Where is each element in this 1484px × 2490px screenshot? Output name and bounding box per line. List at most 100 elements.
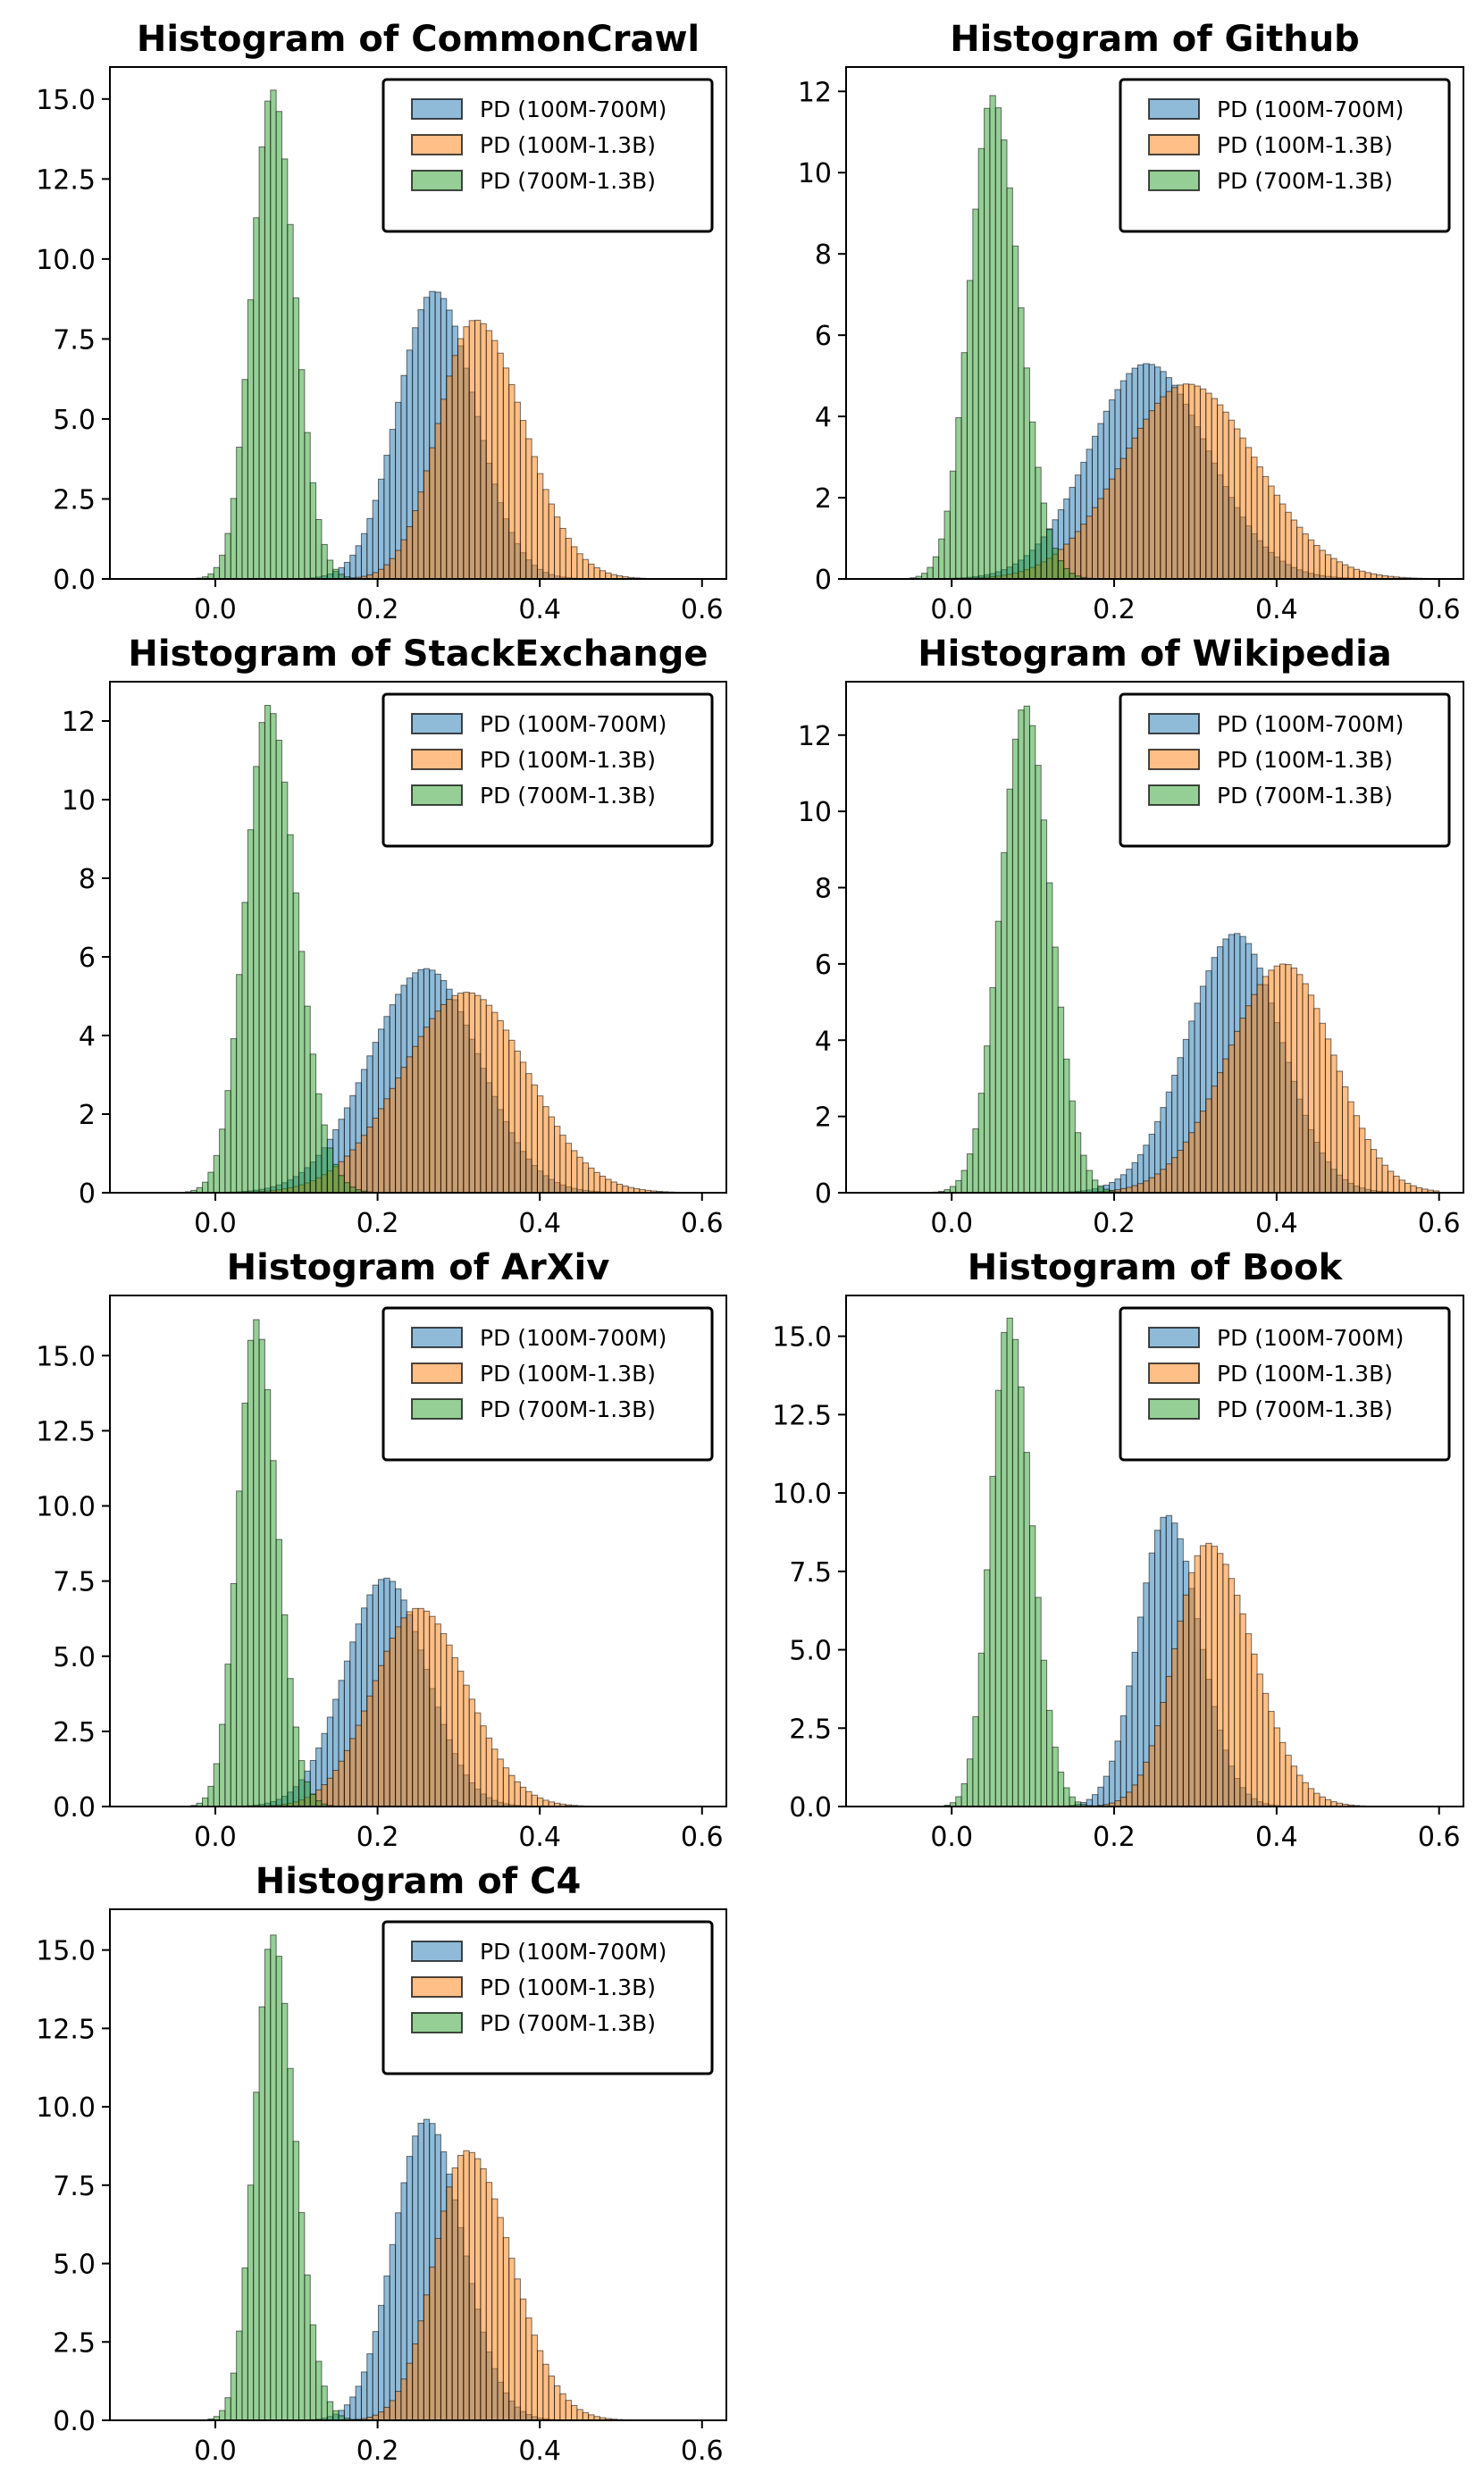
histogram-bar bbox=[1262, 475, 1270, 580]
histogram-bar bbox=[1103, 488, 1111, 580]
histogram-bar bbox=[230, 498, 238, 580]
y-tick-label: 8 bbox=[815, 239, 832, 271]
histogram-bar bbox=[298, 1760, 306, 1807]
legend-label: PD (100M-1.3B) bbox=[480, 1974, 656, 2000]
histogram-bar bbox=[1251, 1653, 1258, 1807]
legend-label: PD (700M-1.3B) bbox=[480, 168, 656, 194]
histogram-bar bbox=[508, 1039, 516, 1194]
histogram-bar bbox=[926, 566, 934, 580]
histogram-bar bbox=[955, 417, 962, 580]
histogram-bar bbox=[1171, 1647, 1178, 1807]
histogram-bar bbox=[315, 2360, 323, 2421]
histogram-bar bbox=[536, 2350, 544, 2421]
histogram-bar bbox=[440, 2210, 448, 2421]
histogram-bar bbox=[457, 993, 465, 1194]
histogram-bar bbox=[451, 2167, 458, 2421]
histogram-bar bbox=[1109, 478, 1116, 580]
histogram-bar bbox=[1052, 946, 1059, 1194]
histogram-bar bbox=[599, 1175, 607, 1194]
x-tick-label: 0.0 bbox=[194, 2436, 237, 2467]
histogram-bar bbox=[554, 516, 561, 580]
histogram-bar bbox=[1342, 564, 1349, 580]
histogram-bar bbox=[1290, 1765, 1298, 1807]
histogram-bar bbox=[230, 1038, 238, 1194]
histogram-bar bbox=[1097, 1185, 1104, 1194]
legend-swatch bbox=[1148, 98, 1200, 120]
histogram-bar bbox=[1199, 1111, 1207, 1194]
histogram-bar bbox=[1256, 466, 1263, 580]
histogram-bar bbox=[326, 1147, 334, 1194]
histogram-bar bbox=[446, 1644, 453, 1807]
histogram-bar bbox=[446, 375, 453, 580]
axes-frame bbox=[845, 1295, 1464, 1807]
histogram-bar bbox=[275, 111, 282, 580]
histogram-bar bbox=[468, 1698, 476, 1807]
chart-title: Histogram of C4 bbox=[256, 1861, 582, 1902]
histogram-bar bbox=[1211, 1546, 1219, 1807]
histogram-bar bbox=[326, 2401, 334, 2421]
histogram-bar bbox=[406, 1056, 414, 1194]
histogram-bar bbox=[1285, 511, 1292, 580]
histogram-bar bbox=[355, 1724, 362, 1807]
histogram-bar bbox=[1046, 1709, 1053, 1807]
histogram-bar bbox=[1097, 498, 1104, 580]
legend-swatch bbox=[411, 1976, 463, 1998]
histogram-bar bbox=[1313, 544, 1321, 580]
histogram-bar bbox=[1273, 965, 1281, 1194]
histogram-bar bbox=[588, 563, 595, 580]
y-tick-label: 2 bbox=[815, 1102, 832, 1134]
axes-frame bbox=[845, 66, 1464, 580]
histogram-bar bbox=[485, 2182, 493, 2421]
histogram-bar bbox=[1136, 427, 1144, 580]
histogram-bar bbox=[554, 2385, 561, 2421]
histogram-bar bbox=[536, 1797, 544, 1807]
histogram-bar bbox=[304, 432, 311, 580]
histogram-bar bbox=[571, 546, 578, 580]
y-tick-label: 7.5 bbox=[53, 2171, 96, 2202]
histogram-bar bbox=[1074, 1132, 1082, 1194]
histogram-bar bbox=[1035, 765, 1042, 1194]
histogram-bar bbox=[389, 558, 397, 580]
histogram-bar bbox=[1398, 1179, 1406, 1194]
histogram-bar bbox=[1228, 1044, 1236, 1194]
histogram-bar bbox=[315, 1093, 323, 1194]
histogram-bar bbox=[275, 740, 282, 1194]
histogram-bar bbox=[1131, 1784, 1138, 1807]
histogram-bar bbox=[474, 319, 482, 580]
histogram-bar bbox=[1324, 1038, 1332, 1194]
histogram-bar bbox=[514, 1050, 521, 1194]
histogram-bar bbox=[1040, 502, 1048, 580]
histogram-bar bbox=[1194, 385, 1201, 580]
x-tick-label: 0.2 bbox=[356, 1208, 399, 1239]
legend: PD (100M-700M) PD (100M-1.3B) PD (700M-1.3… bbox=[1119, 1306, 1451, 1462]
histogram-bar bbox=[253, 1319, 260, 1807]
histogram-bar bbox=[1188, 383, 1195, 580]
histogram-bar bbox=[1290, 519, 1298, 580]
legend: PD (100M-700M) PD (100M-1.3B) PD (700M-1.3… bbox=[381, 78, 714, 233]
histogram-bar bbox=[451, 355, 458, 580]
histogram-bar bbox=[1086, 1170, 1093, 1194]
histogram-bar bbox=[1364, 1138, 1371, 1194]
histogram-bar bbox=[1006, 187, 1013, 580]
histogram-bar bbox=[1188, 1132, 1195, 1194]
y-tick-label: 4 bbox=[815, 1026, 832, 1057]
y-tick-label: 0.0 bbox=[53, 1792, 96, 1823]
histogram-bar bbox=[236, 974, 243, 1194]
legend-swatch bbox=[411, 170, 463, 191]
x-tick-label: 0.2 bbox=[356, 2436, 399, 2467]
histogram-bar bbox=[1268, 969, 1275, 1194]
histogram-bar bbox=[1234, 1030, 1241, 1194]
histogram-bar bbox=[1285, 964, 1292, 1194]
histogram-bar bbox=[1313, 1792, 1321, 1807]
y-tick-label: 2.5 bbox=[53, 2327, 96, 2359]
histogram-bar bbox=[395, 1077, 402, 1194]
histogram-bar bbox=[440, 398, 448, 580]
histogram-bar bbox=[1143, 418, 1150, 580]
histogram-bar bbox=[321, 2385, 328, 2421]
histogram-bar bbox=[1160, 1169, 1167, 1194]
histogram-bar bbox=[1182, 1141, 1190, 1194]
histogram-bar bbox=[1126, 448, 1133, 580]
histogram-bar bbox=[1234, 1594, 1241, 1807]
histogram-bar bbox=[1040, 1659, 1048, 1807]
legend-label: PD (100M-1.3B) bbox=[1217, 747, 1393, 773]
